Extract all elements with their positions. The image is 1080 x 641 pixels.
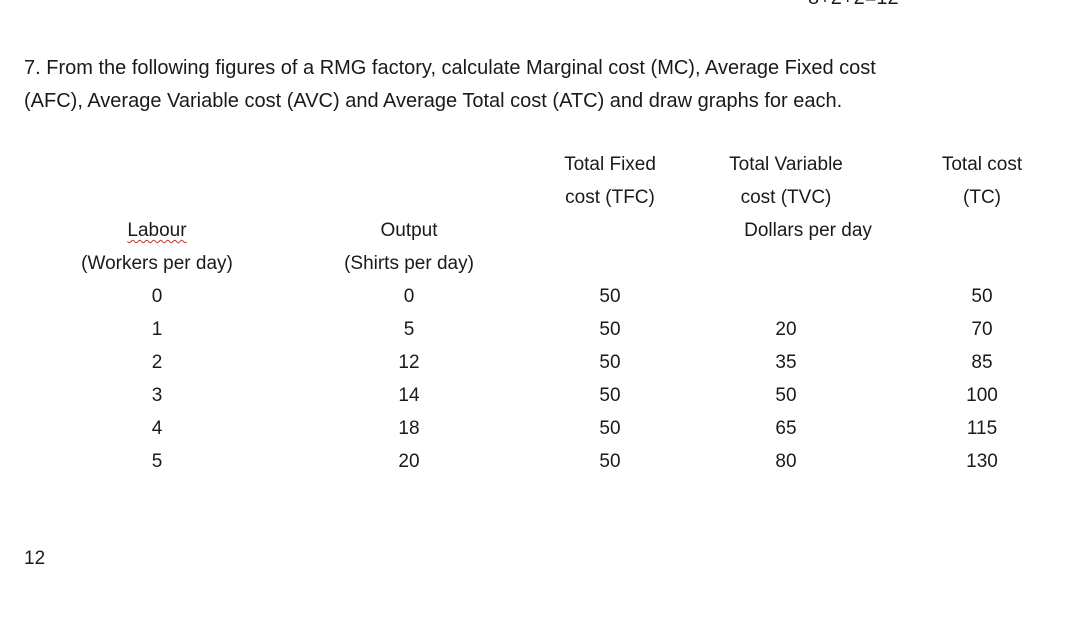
cell-tfc: 50 [599, 286, 621, 307]
cell-output: 18 [398, 418, 420, 439]
cell-tvc: 35 [775, 352, 797, 373]
cell-tc: 100 [966, 385, 998, 406]
cell-tc: 115 [966, 418, 998, 439]
cell-labour: 1 [151, 319, 163, 340]
question-text: 7. From the following figures of a RMG f… [24, 52, 1024, 118]
cell-tfc: 50 [599, 352, 621, 373]
question-line-2: (AFC), Average Variable cost (AVC) and A… [24, 90, 843, 112]
cut-off-marks-text: 8+2+2=12 [808, 0, 899, 8]
cell-tc: 50 [971, 286, 993, 307]
cell-output: 5 [403, 319, 415, 340]
cell-output: 0 [403, 286, 415, 307]
header-tc-line-2: (TC) [963, 187, 1001, 208]
header-tvc-line-1: Total Variable [729, 154, 843, 175]
cell-tfc: 50 [599, 451, 621, 472]
cell-tfc: 50 [599, 418, 621, 439]
cell-output: 20 [398, 451, 420, 472]
header-tvc-line-2: cost (TVC) [740, 187, 832, 208]
header-tfc-line-2: cost (TFC) [565, 187, 655, 208]
header-output-line-2: (Shirts per day) [344, 253, 474, 274]
cell-tc: 70 [971, 319, 993, 340]
cell-tvc: 65 [775, 418, 797, 439]
header-tfc-line-1: Total Fixed [564, 154, 656, 175]
header-labour-line-1: Labour [127, 221, 186, 241]
header-output-line-1: Output [380, 220, 438, 241]
header-labour-line-2: (Workers per day) [81, 253, 233, 274]
cell-tc: 130 [966, 451, 998, 472]
cell-output: 14 [398, 385, 420, 406]
header-tc-line-1: Total cost [941, 154, 1023, 175]
cell-output: 12 [398, 352, 420, 373]
question-line-1: 7. From the following figures of a RMG f… [24, 57, 876, 79]
cell-labour: 2 [151, 352, 163, 373]
cell-tfc: 50 [599, 385, 621, 406]
cell-tvc: 80 [775, 451, 797, 472]
cell-labour: 4 [151, 418, 163, 439]
header-labour-word: Labour [127, 220, 187, 241]
header-tvc-line-3: Dollars per day [744, 220, 872, 241]
cell-labour: 5 [151, 451, 163, 472]
cell-tvc: 50 [775, 385, 797, 406]
page-number: 12 [24, 548, 46, 569]
cell-tc: 85 [971, 352, 993, 373]
cell-labour: 3 [151, 385, 163, 406]
cell-tfc: 50 [599, 319, 621, 340]
cell-tvc: 20 [775, 319, 797, 340]
cell-labour: 0 [151, 286, 163, 307]
